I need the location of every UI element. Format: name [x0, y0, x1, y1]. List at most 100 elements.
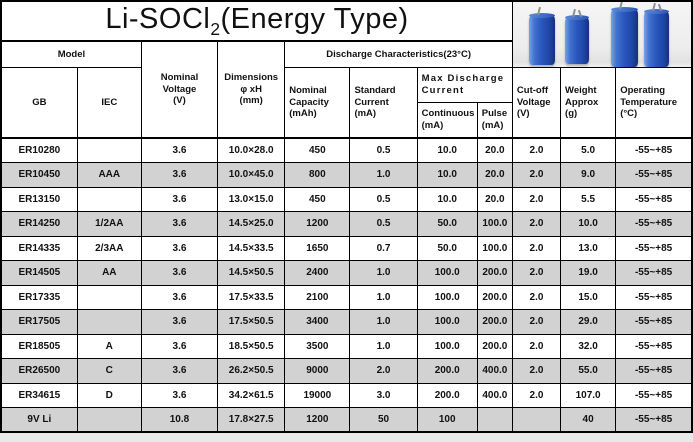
table-row: ER18505 A 3.6 18.5×50.5 3500 1.0 100.0 2… — [0, 333, 693, 359]
cell-cutoff-voltage: 2.0 — [511, 333, 562, 359]
cell-dimensions: 10.0×28.0 — [217, 137, 286, 163]
cell-operating-temperature: -55~+85 — [615, 235, 693, 261]
cell-continuous-current: 200.0 — [416, 358, 478, 384]
cell-continuous-current: 100.0 — [416, 284, 478, 310]
cell-model-iec — [76, 137, 142, 163]
table-row: ER17335 3.6 17.5×33.5 2100 1.0 100.0 200… — [0, 284, 693, 310]
cell-weight: 29.0 — [560, 309, 617, 335]
page-title: Li-SOCl2(Energy Type) — [0, 0, 513, 42]
cell-operating-temperature: -55~+85 — [615, 407, 693, 433]
cell-operating-temperature: -55~+85 — [615, 284, 693, 310]
cell-weight: 15.0 — [560, 284, 617, 310]
title-row: Li-SOCl2(Energy Type) — [0, 0, 693, 68]
cell-pulse-current: 200.0 — [476, 333, 513, 359]
cell-nominal-capacity: 1200 — [284, 211, 351, 237]
spec-table-body: ER10280 3.6 10.0×28.0 450 0.5 10.0 20.0 … — [0, 137, 693, 433]
cell-model-iec — [76, 407, 142, 433]
title-text: Li-SOCl — [105, 2, 211, 35]
cell-nominal-voltage: 3.6 — [140, 235, 219, 261]
battery-cell-image — [528, 6, 555, 65]
cell-continuous-current: 100.0 — [416, 260, 478, 286]
header-cutoff-voltage: Cut-off Voltage (V) — [511, 66, 562, 139]
cell-continuous-current: 100.0 — [416, 309, 478, 335]
cell-pulse-current: 200.0 — [476, 309, 513, 335]
header-row-groups: Model Nominal Voltage (V) Dimensions φ x… — [0, 40, 692, 139]
cell-nominal-voltage: 3.6 — [140, 333, 219, 359]
cell-pulse-current: 100.0 — [476, 211, 513, 237]
datasheet: Li-SOCl2(Energy Type) Model Nominal Volt… — [0, 0, 693, 433]
header-row-mid: GB IEC Nominal Capacity (mAh) Standard C… — [0, 66, 693, 139]
cell-cutoff-voltage: 2.0 — [511, 358, 562, 384]
header-standard-current: Standard Current (mA) — [349, 66, 418, 139]
cell-standard-current: 50 — [349, 407, 418, 433]
table-row: ER10450 AAA 3.6 10.0×45.0 800 1.0 10.0 2… — [0, 162, 693, 188]
cell-standard-current: 1.0 — [349, 260, 418, 286]
cell-standard-current: 1.0 — [349, 309, 418, 335]
cell-model-gb: ER10450 — [0, 162, 78, 188]
header-gb: GB — [0, 66, 78, 139]
cell-weight: 13.0 — [560, 235, 617, 261]
cell-weight: 55.0 — [560, 358, 617, 384]
cell-nominal-capacity: 9000 — [284, 358, 351, 384]
wire-icon — [537, 6, 541, 16]
cell-nominal-voltage: 3.6 — [140, 309, 219, 335]
table-row: ER17505 3.6 17.5×50.5 3400 1.0 100.0 200… — [0, 309, 693, 335]
cell-standard-current: 0.5 — [349, 137, 418, 163]
cell-operating-temperature: -55~+85 — [615, 382, 693, 408]
table-row: 9V Li 10.8 17.8×27.5 1200 50 100 40 -55~… — [0, 407, 693, 433]
cell-weight: 10.0 — [560, 211, 617, 237]
cell-cutoff-voltage: 2.0 — [511, 309, 562, 335]
cell-cutoff-voltage: 2.0 — [511, 211, 562, 237]
cell-dimensions: 17.8×27.5 — [217, 407, 286, 433]
cell-weight: 40 — [560, 407, 617, 433]
cell-pulse-current: 400.0 — [476, 358, 513, 384]
cell-operating-temperature: -55~+85 — [615, 137, 693, 163]
wire-icon — [657, 3, 663, 12]
cell-operating-temperature: -55~+85 — [615, 186, 693, 212]
cell-dimensions: 18.5×50.5 — [217, 333, 286, 359]
cell-nominal-voltage: 3.6 — [140, 358, 219, 384]
cell-nominal-voltage: 3.6 — [140, 382, 219, 408]
cell-operating-temperature: -55~+85 — [615, 358, 693, 384]
cell-cutoff-voltage: 2.0 — [511, 186, 562, 212]
cell-model-iec — [76, 186, 142, 212]
header-dimensions: Dimensions φ xH (mm) — [217, 40, 286, 139]
cell-nominal-voltage: 3.6 — [140, 260, 219, 286]
table-row: ER13150 3.6 13.0×15.0 450 0.5 10.0 20.0 … — [0, 186, 693, 212]
cell-cutoff-voltage: 2.0 — [511, 162, 562, 188]
cell-weight: 5.5 — [560, 186, 617, 212]
table-row: ER14335 2/3AA 3.6 14.5×33.5 1650 0.7 50.… — [0, 235, 693, 261]
cell-nominal-capacity: 2100 — [284, 284, 351, 310]
cell-operating-temperature: -55~+85 — [615, 333, 693, 359]
header-weight-approx: Weight Approx (g) — [560, 66, 617, 139]
header-continuous: Continuous (mA) — [416, 101, 478, 139]
cell-continuous-current: 10.0 — [416, 186, 478, 212]
cell-weight: 19.0 — [560, 260, 617, 286]
cell-nominal-capacity: 1200 — [284, 407, 351, 433]
cell-model-gb: ER26500 — [0, 358, 78, 384]
title-suffix: (Energy Type) — [220, 2, 409, 35]
cell-pulse-current: 100.0 — [476, 235, 513, 261]
cell-nominal-voltage: 3.6 — [140, 211, 219, 237]
cell-pulse-current: 20.0 — [476, 186, 513, 212]
cell-model-gb: ER18505 — [0, 333, 78, 359]
cell-cutoff-voltage: 2.0 — [511, 284, 562, 310]
cell-cutoff-voltage: 2.0 — [511, 137, 562, 163]
cell-cutoff-voltage: 2.0 — [511, 235, 562, 261]
cell-model-iec: 1/2AA — [76, 211, 142, 237]
cell-weight: 107.0 — [560, 382, 617, 408]
cell-nominal-voltage: 3.6 — [140, 186, 219, 212]
cell-nominal-capacity: 450 — [284, 137, 351, 163]
cell-dimensions: 10.0×45.0 — [217, 162, 286, 188]
cell-operating-temperature: -55~+85 — [615, 162, 693, 188]
cell-continuous-current: 50.0 — [416, 235, 478, 261]
header-nominal-capacity: Nominal Capacity (mAh) — [284, 66, 351, 139]
cell-dimensions: 26.2×50.5 — [217, 358, 286, 384]
cell-model-gb: 9V Li — [0, 407, 78, 433]
cell-dimensions: 13.0×15.0 — [217, 186, 286, 212]
cell-standard-current: 3.0 — [349, 382, 418, 408]
cell-model-iec: AAA — [76, 162, 142, 188]
table-row: ER14250 1/2AA 3.6 14.5×25.0 1200 0.5 50.… — [0, 211, 693, 237]
cell-operating-temperature: -55~+85 — [615, 309, 693, 335]
cell-dimensions: 14.5×33.5 — [217, 235, 286, 261]
